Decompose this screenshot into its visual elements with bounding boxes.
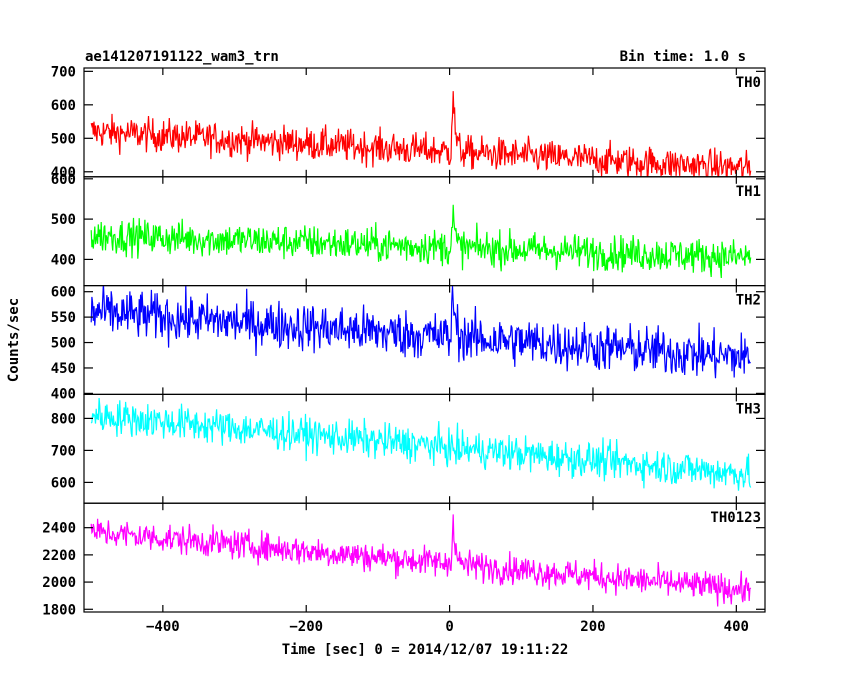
x-tick-label: 200 xyxy=(580,619,605,635)
series-th3 xyxy=(90,397,752,491)
panel-label-th0123: TH0123 xyxy=(710,510,761,526)
series-th0123 xyxy=(90,514,752,607)
panel-frame xyxy=(83,393,766,504)
panels-group: 400 500 600 700 TH0 400 500 600 TH1 400 450 500 550 6… xyxy=(42,64,766,618)
panel-frame xyxy=(83,176,766,287)
y-tick-label: 400 xyxy=(51,165,76,181)
panel-th3: 600 700 800 TH3 xyxy=(51,393,766,504)
panel-label-th0: TH0 xyxy=(736,75,761,91)
y-tick-label: 500 xyxy=(51,131,76,147)
y-tick-label: 550 xyxy=(51,310,76,326)
panel-th0123: 1800 2000 2200 2400 TH0123 xyxy=(42,502,766,618)
series-th2 xyxy=(90,285,751,379)
bin-time-label: Bin time: 1.0 s xyxy=(620,49,746,65)
y-tick-label: 800 xyxy=(51,411,76,427)
series-th0 xyxy=(90,91,752,177)
y-tick-label: 600 xyxy=(51,98,76,114)
y-tick-label: 450 xyxy=(51,361,76,377)
x-tick-label: 0 xyxy=(445,619,453,635)
panel-label-th1: TH1 xyxy=(736,184,761,200)
y-tick-label: 600 xyxy=(51,172,76,188)
panel-th1: 400 500 600 TH1 xyxy=(51,172,766,287)
y-tick-label: 600 xyxy=(51,285,76,301)
y-tick-label: 2200 xyxy=(42,548,76,564)
y-tick-label: 700 xyxy=(51,443,76,459)
y-axis-label: Counts/sec xyxy=(6,298,22,382)
y-tick-label: 1800 xyxy=(42,602,76,618)
series-th1 xyxy=(90,204,752,279)
x-tick-label: 400 xyxy=(724,619,749,635)
x-tick-label: −400 xyxy=(146,619,180,635)
y-tick-label: 500 xyxy=(51,336,76,352)
x-tick-label: −200 xyxy=(289,619,323,635)
panel-th0: 400 500 600 700 TH0 xyxy=(51,64,766,181)
chart-title: ae141207191122_wam3_trn xyxy=(85,49,279,65)
panel-label-th3: TH3 xyxy=(736,401,761,417)
panel-th2: 400 450 500 550 600 TH2 xyxy=(51,285,766,402)
y-tick-label: 600 xyxy=(51,475,76,491)
y-tick-label: 500 xyxy=(51,212,76,228)
y-tick-label: 400 xyxy=(51,252,76,268)
x-axis-label: Time [sec] 0 = 2014/12/07 19:11:22 xyxy=(282,642,569,658)
y-tick-label: 400 xyxy=(51,386,76,402)
panel-label-th2: TH2 xyxy=(736,293,761,309)
x-axis: −400 −200 0 200 400 xyxy=(146,619,749,635)
y-tick-label: 700 xyxy=(51,64,76,80)
y-tick-label: 2000 xyxy=(42,575,76,591)
y-tick-label: 2400 xyxy=(42,521,76,537)
panel-frame xyxy=(83,502,766,613)
